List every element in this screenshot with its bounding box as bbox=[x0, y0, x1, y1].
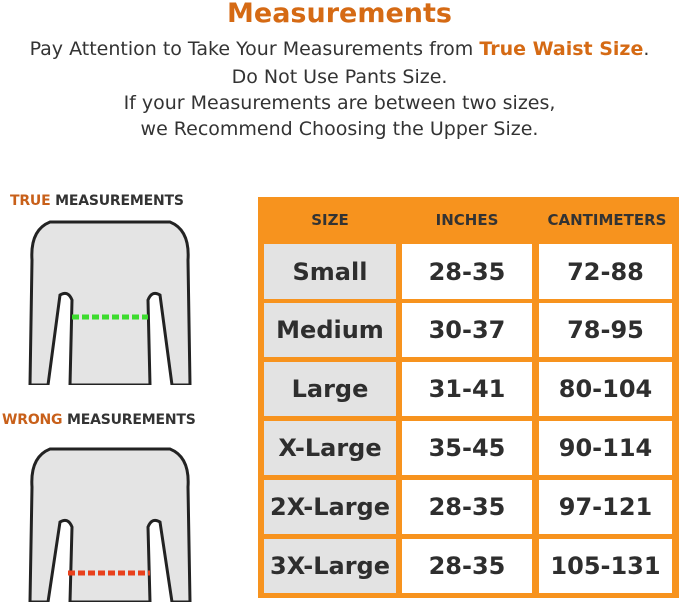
cell-centimeters: 90-114 bbox=[539, 421, 672, 475]
cell-inches: 30-37 bbox=[402, 303, 532, 357]
cell-size: 3X-Large bbox=[264, 539, 396, 593]
cell-centimeters: 72-88 bbox=[539, 244, 672, 299]
torso-wrong-illustration bbox=[28, 447, 192, 602]
torso-true-illustration bbox=[28, 220, 192, 385]
header-inches: INCHES bbox=[435, 211, 499, 229]
cell-size: 2X-Large bbox=[264, 480, 396, 534]
cell-centimeters: 80-104 bbox=[539, 362, 672, 416]
cell-inches: 28-35 bbox=[402, 539, 532, 593]
cell-size: Small bbox=[264, 244, 396, 299]
instruction-line-3: If your Measurements are between two siz… bbox=[123, 92, 556, 114]
true-waist-highlight: True Waist Size bbox=[479, 38, 644, 60]
instruction-line-2: Do Not Use Pants Size. bbox=[231, 66, 448, 88]
instruction-line-1: Pay Attention to Take Your Measurements … bbox=[0, 38, 679, 60]
true-label-accent: TRUE bbox=[10, 193, 51, 209]
cell-size: Medium bbox=[264, 303, 396, 357]
cell-inches: 31-41 bbox=[402, 362, 532, 416]
size-chart-table: SIZE INCHES CANTIMETERS Small 28-35 72-8… bbox=[258, 197, 679, 598]
instruction-text: Pay Attention to Take Your Measurements … bbox=[29, 38, 480, 60]
wrong-measurements-label: WRONG MEASUREMENTS bbox=[2, 412, 196, 428]
wrong-label-accent: WRONG bbox=[2, 412, 63, 428]
cell-size: X-Large bbox=[264, 421, 396, 475]
cell-inches: 35-45 bbox=[402, 421, 532, 475]
true-label-rest: MEASUREMENTS bbox=[50, 193, 184, 209]
instruction-line-4: we Recommend Choosing the Upper Size. bbox=[140, 118, 539, 140]
cell-inches: 28-35 bbox=[402, 244, 532, 299]
wrong-label-rest: MEASUREMENTS bbox=[62, 412, 196, 428]
cell-inches: 28-35 bbox=[402, 480, 532, 534]
cell-size: Large bbox=[264, 362, 396, 416]
cell-centimeters: 105-131 bbox=[539, 539, 672, 593]
header-size: SIZE bbox=[311, 211, 349, 229]
cell-centimeters: 78-95 bbox=[539, 303, 672, 357]
cell-centimeters: 97-121 bbox=[539, 480, 672, 534]
instruction-suffix: . bbox=[643, 38, 650, 60]
page-title: Measurements bbox=[227, 0, 452, 29]
header-centimeters: CANTIMETERS bbox=[547, 211, 667, 229]
true-measurements-label: TRUE MEASUREMENTS bbox=[10, 193, 184, 209]
